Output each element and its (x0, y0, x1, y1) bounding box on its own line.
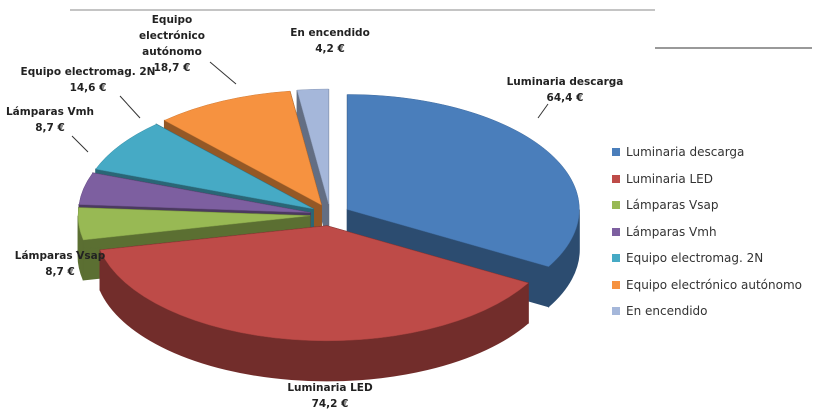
legend-item: Lámparas Vsap (612, 196, 718, 214)
slice (99, 225, 529, 382)
data-label-name: En encendido (290, 27, 370, 39)
legend-swatch (612, 227, 620, 236)
data-label-name: Lámparas Vsap (14, 250, 106, 262)
data-label-name: Equipo electrónico autónomo (139, 14, 205, 58)
data-label-value: 64,4 € (546, 92, 584, 104)
legend-label: Luminaria LED (626, 171, 714, 186)
leader-line (71, 135, 89, 153)
legend-swatch (612, 254, 620, 262)
legend-label: En encendido (626, 304, 708, 318)
slice (296, 88, 329, 205)
data-label: Luminaria descarga 64,4 € (507, 74, 624, 106)
data-label-value: 18,7 € (153, 62, 191, 74)
data-label-value: 14,6 € (69, 82, 107, 94)
legend-label: Lámparas Vmh (626, 224, 717, 239)
data-label-value: 8,7 € (45, 266, 75, 278)
data-label: Lámparas Vsap 8,7 € (15, 248, 105, 280)
legend-item: Luminaria descarga (612, 143, 744, 161)
legend-label: Equipo electromag. 2N (626, 251, 764, 265)
data-label: Equipo electromag. 2N 14,6 € (21, 64, 156, 96)
slice (95, 123, 314, 210)
legend-label: Luminaria descarga (626, 145, 745, 159)
legend-swatch (612, 174, 620, 183)
data-label-name: Lámparas Vmh (5, 106, 95, 118)
data-label-name: Luminaria LED (287, 382, 373, 394)
slice (77, 207, 311, 241)
legend-item: Luminaria LED (612, 170, 713, 188)
data-label-value: 4,2 € (315, 43, 345, 55)
data-label-name: Luminaria descarga (506, 76, 624, 88)
data-label: Lámparas Vmh 8,7 € (6, 104, 94, 136)
data-label-name: Equipo electromag. 2N (20, 66, 156, 78)
legend-swatch (612, 148, 620, 156)
data-label: En encendido 4,2 € (290, 25, 370, 57)
legend-swatch (612, 307, 620, 315)
leader-line (119, 95, 141, 119)
data-label-value: 8,7 € (35, 122, 65, 134)
legend-item: Lámparas Vmh (612, 223, 717, 241)
data-label: Luminaria LED 74,2 € (287, 380, 372, 412)
legend-item: Equipo electrónico autónomo (612, 276, 802, 294)
legend-swatch (612, 280, 620, 289)
legend-swatch (612, 201, 620, 209)
slice (78, 172, 311, 213)
slice (163, 90, 322, 206)
legend-label: Lámparas Vsap (626, 198, 719, 212)
data-label-value: 74,2 € (311, 398, 349, 410)
leader-line (537, 103, 549, 119)
slice (99, 225, 529, 342)
legend-item: En encendido (612, 302, 708, 320)
leader-line (209, 61, 237, 85)
slice (347, 94, 580, 267)
legend-label: Equipo electrónico autónomo (626, 277, 803, 292)
data-label: Equipo electrónico autónomo 18,7 € (117, 12, 227, 76)
legend-item: Equipo electromag. 2N (612, 249, 763, 267)
